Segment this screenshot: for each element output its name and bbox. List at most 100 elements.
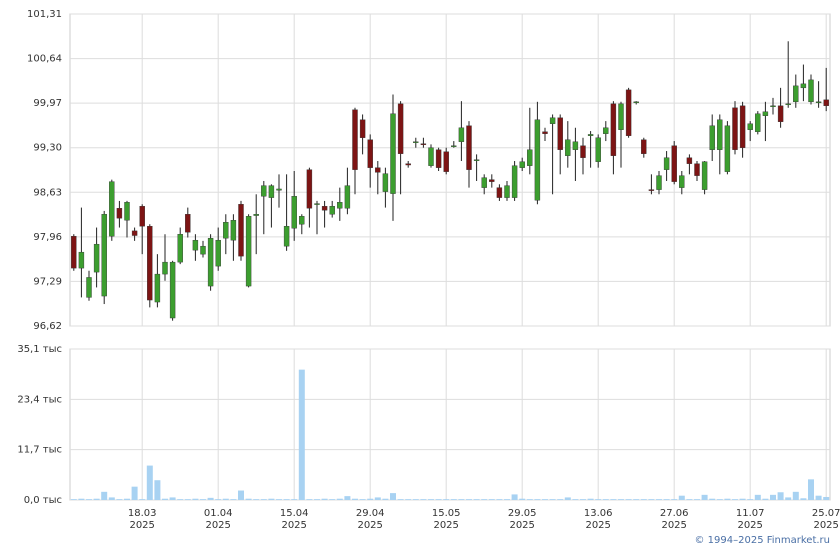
volume-bar [542, 499, 548, 500]
candle-body [641, 139, 647, 154]
candle-body [701, 161, 708, 190]
plot-frame [69, 348, 831, 501]
candle-body [420, 143, 427, 145]
volume-bar [215, 499, 222, 500]
candle-body [215, 239, 221, 267]
volume-bar [580, 499, 586, 500]
candle-body [283, 226, 290, 247]
candle-body [413, 141, 419, 143]
volume-bar [610, 499, 617, 500]
volume-bar [777, 492, 784, 500]
candle-body [291, 196, 297, 229]
volume-bar [671, 499, 678, 500]
volume-bar [663, 499, 670, 500]
candle-body [147, 226, 153, 301]
volume-bar [359, 499, 366, 500]
candle-body [261, 185, 267, 197]
candle-body [329, 206, 335, 215]
volume-bar [534, 499, 541, 500]
candle-body [519, 161, 525, 168]
candle-body [648, 189, 655, 191]
volume-bar [298, 369, 305, 500]
y-tick-label: 35,1 тыс [17, 344, 62, 355]
volume-bar [716, 499, 723, 500]
candle-body [496, 187, 503, 198]
candle-body [504, 185, 510, 198]
candle-body [656, 175, 662, 190]
volume-bar [709, 498, 716, 500]
candle-body [131, 230, 138, 236]
candle-body [109, 181, 115, 237]
candle-body [709, 125, 715, 150]
candle-body [435, 149, 442, 168]
volume-bar [595, 499, 602, 500]
volume-bar [656, 499, 662, 500]
volume-bar [78, 498, 85, 500]
candle-body [481, 177, 487, 188]
candle-body [755, 113, 761, 132]
volume-bar [131, 486, 138, 500]
volume-bar [504, 499, 510, 500]
candle-body [169, 261, 176, 319]
volume-bar [435, 499, 442, 500]
x-tick-label: 13.06 2025 [583, 508, 613, 531]
candle-body [314, 203, 320, 205]
volume-bar [450, 499, 457, 500]
volume-bar [564, 497, 571, 500]
volume-bar [557, 499, 564, 500]
volume-bar [686, 499, 693, 500]
volume-bar [276, 499, 282, 500]
candle-body [823, 99, 829, 107]
volume-bar [397, 499, 404, 500]
y-tick-label: 97,96 [33, 232, 62, 243]
volume-bar [678, 495, 685, 500]
volume-bar [306, 499, 313, 500]
candle-body [86, 277, 92, 298]
volume-bar [754, 494, 761, 500]
y-tick-label: 99,30 [33, 143, 62, 154]
candle-body [466, 125, 472, 170]
candle-body [717, 119, 723, 150]
candle-body [565, 139, 571, 156]
x-tick-label: 29.04 2025 [355, 508, 385, 531]
candle-body [230, 220, 237, 241]
volume-bar [124, 498, 130, 500]
candle-body [367, 139, 373, 168]
candle-body [603, 127, 609, 134]
volume-bar [405, 499, 412, 500]
volume-bar [785, 497, 792, 500]
y-tick-label: 99,97 [33, 98, 62, 109]
candle-body [671, 145, 677, 182]
candle-body [116, 208, 123, 219]
volume-bar [321, 498, 328, 500]
candle-body [78, 251, 85, 269]
volume-bar [192, 498, 199, 500]
candle-body [762, 111, 769, 116]
candle-body [777, 105, 784, 122]
volume-bar [352, 498, 358, 500]
volume-bar [86, 499, 92, 500]
x-tick-label: 27.06 2025 [659, 508, 689, 531]
candle-body [321, 206, 328, 211]
candle-body [595, 137, 601, 162]
candle-body [139, 206, 145, 227]
candle-body [359, 119, 366, 138]
volume-bar [519, 498, 526, 500]
candle-body [633, 101, 639, 104]
candle-body [185, 214, 191, 233]
candle-body [511, 165, 518, 198]
candle-body [101, 214, 107, 297]
volume-bar [116, 499, 123, 500]
volume-bar [154, 480, 161, 500]
volume-bar [618, 499, 624, 500]
candle-body [679, 175, 685, 188]
y-tick-label: 98,63 [33, 187, 62, 198]
volume-bar [473, 499, 480, 500]
candle-body [625, 89, 632, 136]
volume-bar [412, 499, 419, 500]
volume-bar [428, 499, 434, 500]
candle-body [245, 216, 252, 287]
candle-body [686, 157, 693, 164]
candle-body [207, 237, 214, 287]
